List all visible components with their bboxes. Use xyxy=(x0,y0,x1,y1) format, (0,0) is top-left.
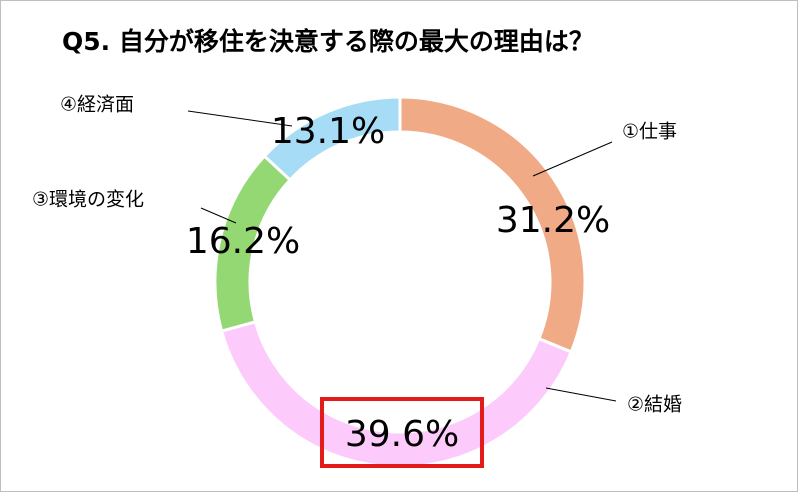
highlight-box xyxy=(320,397,484,468)
leader-line xyxy=(532,141,613,177)
value-label: 39.6% xyxy=(345,414,459,455)
category-label: ④経済面 xyxy=(60,94,134,116)
value-label: 13.1% xyxy=(271,111,385,152)
category-label: ③環境の変化 xyxy=(32,189,144,211)
value-label: 31.2% xyxy=(496,200,610,241)
leader-line xyxy=(200,207,237,224)
category-label: ①仕事 xyxy=(622,121,677,143)
category-label: ②結婚 xyxy=(627,394,682,416)
leader-line xyxy=(187,110,293,127)
value-label: 16.2% xyxy=(186,221,300,262)
chart-title: Q5. 自分が移住を決意する際の最大の理由は？ xyxy=(62,27,594,56)
donut-slice xyxy=(262,95,402,183)
leader-line xyxy=(545,387,617,402)
